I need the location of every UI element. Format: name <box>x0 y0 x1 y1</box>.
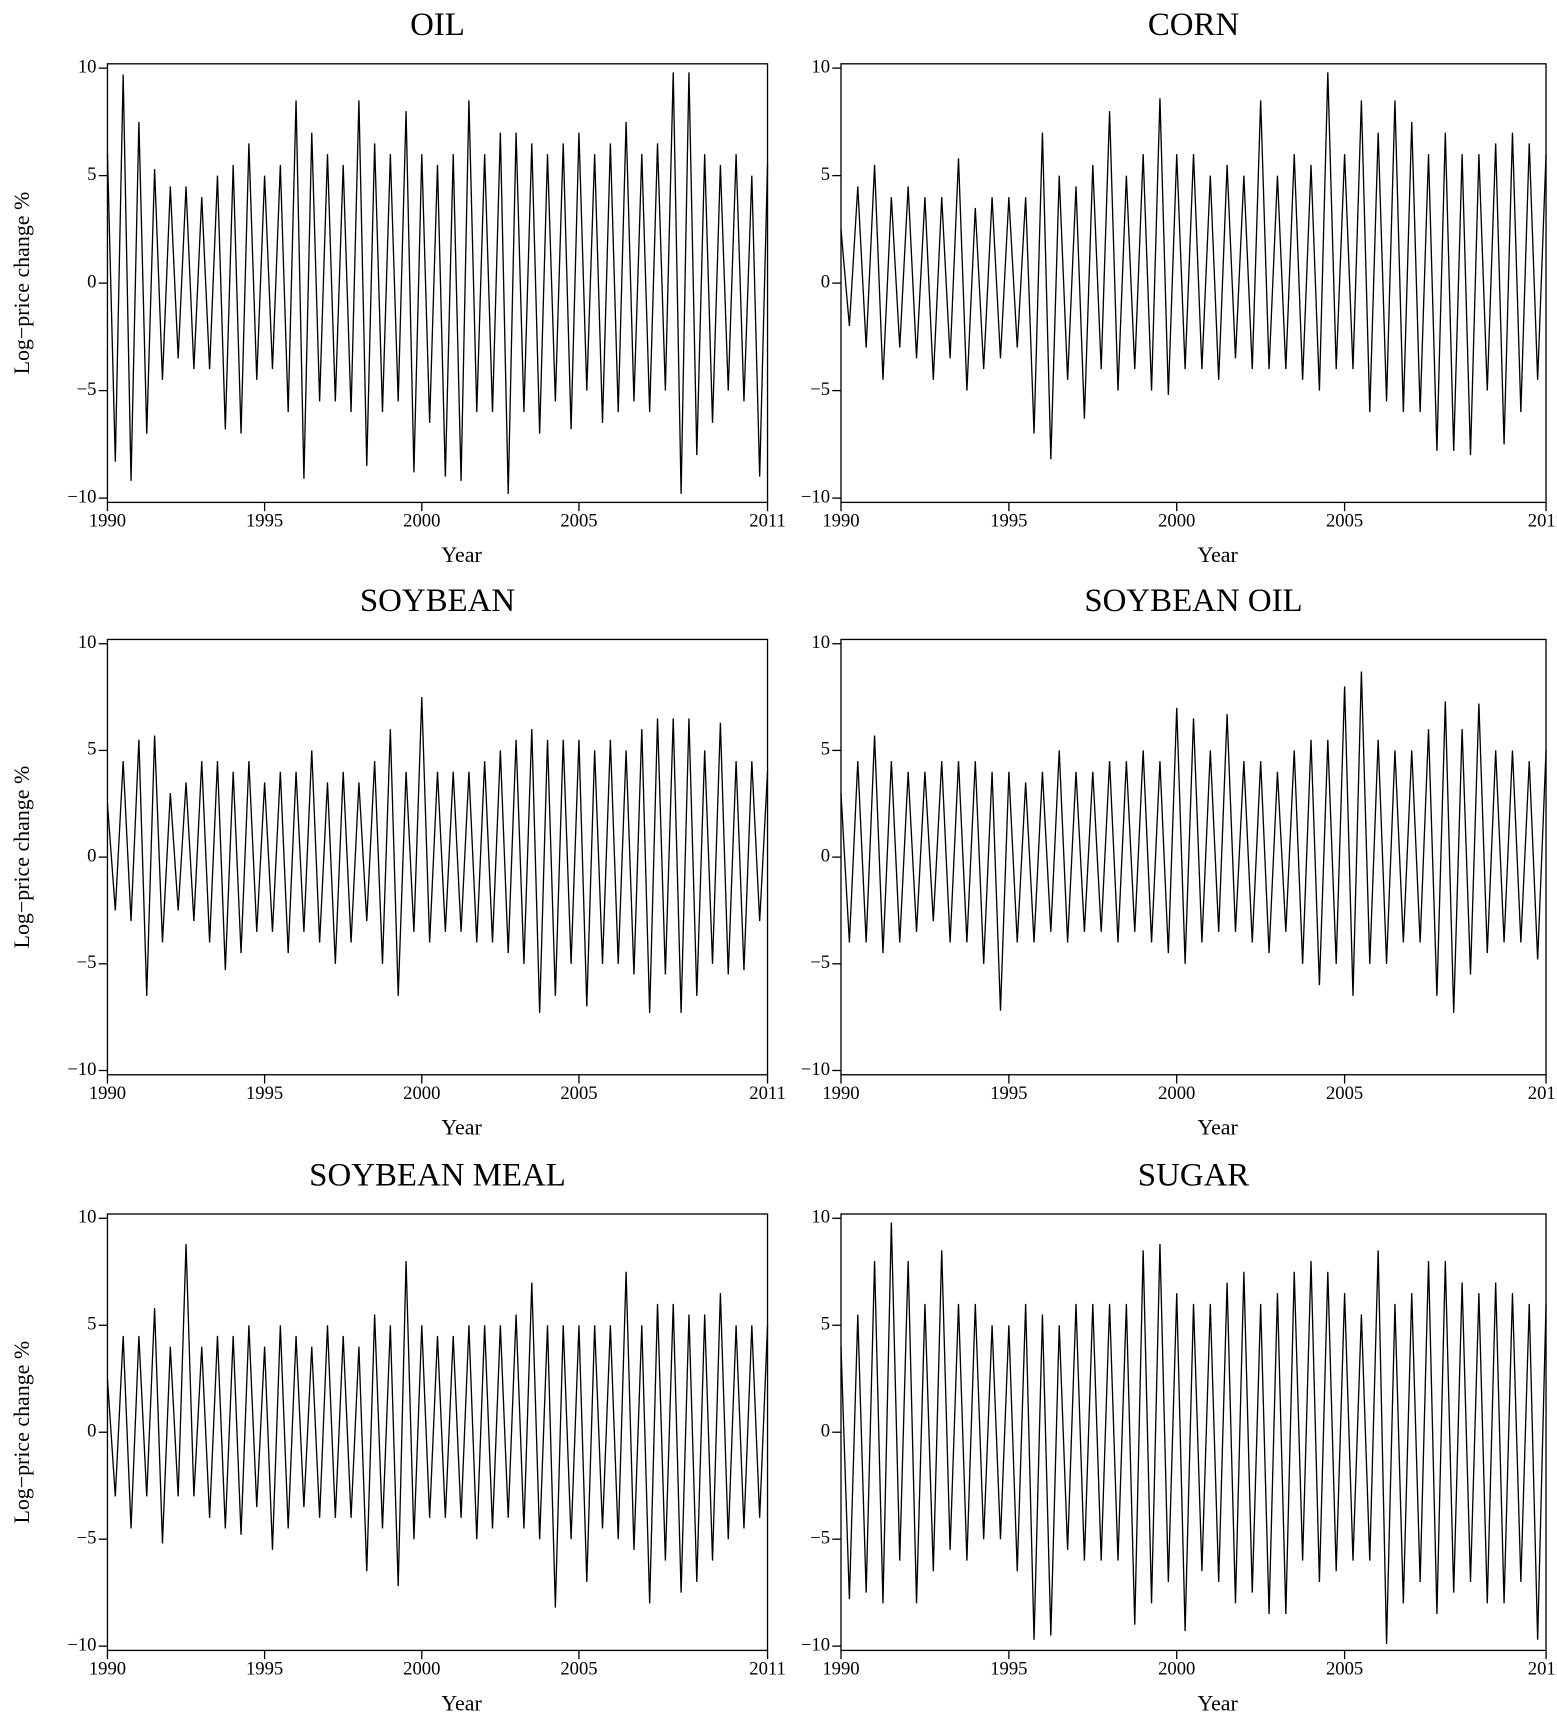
x-tick-label: 1990 <box>822 510 859 531</box>
x-tick-label: 1990 <box>89 510 126 531</box>
x-tick-label: 2011 <box>1528 1083 1557 1104</box>
y-axis-label: Log−price change % <box>9 1341 34 1524</box>
chart-title: CORN <box>1148 7 1239 43</box>
y-tick-label: 5 <box>821 1314 830 1335</box>
x-tick-label: 2011 <box>1528 510 1557 531</box>
chart-title: SOYBEAN <box>360 583 515 619</box>
x-tick-label: 1990 <box>822 1658 859 1679</box>
y-tick-label: 10 <box>811 632 830 653</box>
y-tick-label: 10 <box>78 632 97 653</box>
chart-title: SUGAR <box>1138 1157 1250 1193</box>
data-line <box>840 671 1547 1013</box>
y-tick-label: −5 <box>77 379 97 400</box>
y-tick-label: 5 <box>821 164 830 185</box>
x-tick-label: 1995 <box>246 1083 283 1104</box>
data-line <box>840 1222 1547 1645</box>
y-axis-label: Log−price change % <box>9 192 34 375</box>
x-axis-label: Year <box>1197 542 1238 567</box>
y-tick-label: −10 <box>801 1059 830 1080</box>
y-tick-label: 10 <box>811 1207 830 1228</box>
x-tick-label: 1990 <box>822 1083 859 1104</box>
data-line <box>106 697 769 1013</box>
y-tick-label: 5 <box>87 1314 96 1335</box>
x-tick-label: 1995 <box>246 1658 283 1679</box>
y-tick-label: −10 <box>801 1634 830 1655</box>
x-tick-label: 1990 <box>89 1658 126 1679</box>
plot-frame <box>106 1213 769 1652</box>
y-tick-label: 5 <box>87 164 96 185</box>
x-tick-label: 2005 <box>1326 510 1363 531</box>
x-tick-label: 2000 <box>403 1658 440 1679</box>
y-tick-label: −10 <box>67 1634 96 1655</box>
y-tick-label: −5 <box>810 379 830 400</box>
x-tick-label: 2005 <box>1326 1083 1363 1104</box>
y-tick-label: −5 <box>77 1527 97 1548</box>
y-tick-label: 0 <box>87 1420 96 1441</box>
x-axis-label: Year <box>441 542 482 567</box>
x-tick-label: 2000 <box>403 1083 440 1104</box>
chart-title: OIL <box>410 7 465 43</box>
chart-title: SOYBEAN OIL <box>1084 583 1302 619</box>
x-tick-label: 2000 <box>1158 1083 1195 1104</box>
y-tick-label: −10 <box>67 486 96 507</box>
y-tick-label: 10 <box>811 56 830 77</box>
x-tick-label: 2011 <box>1528 1658 1557 1679</box>
y-tick-label: −5 <box>77 952 97 973</box>
x-tick-label: 1995 <box>990 1658 1027 1679</box>
x-axis-label: Year <box>441 1690 482 1715</box>
y-axis-label: Log−price change % <box>9 766 34 949</box>
data-line <box>106 1243 769 1608</box>
x-axis-label: Year <box>1197 1115 1238 1140</box>
y-tick-label: 5 <box>821 739 830 760</box>
y-tick-label: 0 <box>821 1420 830 1441</box>
y-tick-label: 10 <box>78 56 97 77</box>
x-tick-label: 2005 <box>1326 1658 1363 1679</box>
chart-title: SOYBEAN MEAL <box>309 1157 566 1193</box>
y-tick-label: 0 <box>821 271 830 292</box>
x-tick-label: 2005 <box>560 1083 597 1104</box>
data-line <box>106 72 769 494</box>
y-tick-label: 0 <box>87 271 96 292</box>
y-tick-label: 10 <box>78 1207 97 1228</box>
x-tick-label: 2011 <box>749 510 786 531</box>
x-tick-label: 1995 <box>990 510 1027 531</box>
x-tick-label: 1995 <box>990 1083 1027 1104</box>
x-tick-label: 2011 <box>749 1658 786 1679</box>
x-tick-label: 1990 <box>89 1083 126 1104</box>
x-tick-label: 1995 <box>246 510 283 531</box>
x-tick-label: 2000 <box>1158 510 1195 531</box>
x-tick-label: 2000 <box>403 510 440 531</box>
y-tick-label: −10 <box>67 1059 96 1080</box>
x-tick-label: 2011 <box>749 1083 786 1104</box>
y-tick-label: 0 <box>821 845 830 866</box>
x-tick-label: 2005 <box>560 510 597 531</box>
x-axis-label: Year <box>441 1115 482 1140</box>
x-tick-label: 2000 <box>1158 1658 1195 1679</box>
y-tick-label: 5 <box>87 739 96 760</box>
y-tick-label: −10 <box>801 486 830 507</box>
y-tick-label: −5 <box>810 952 830 973</box>
y-tick-label: 0 <box>87 845 96 866</box>
x-axis-label: Year <box>1197 1690 1238 1715</box>
y-tick-label: −5 <box>810 1527 830 1548</box>
x-tick-label: 2005 <box>560 1658 597 1679</box>
data-line <box>840 72 1547 460</box>
